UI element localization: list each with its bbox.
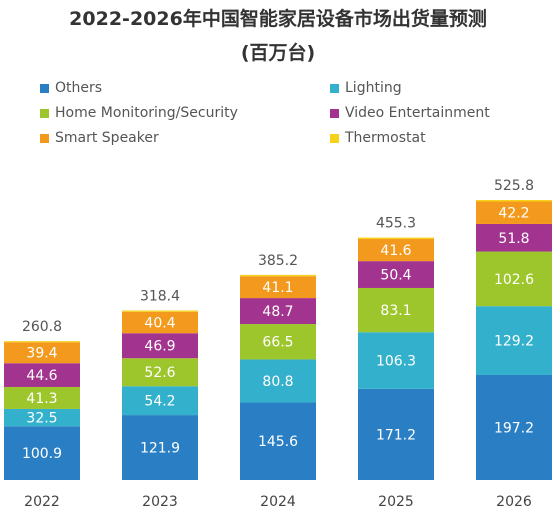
bar-segment: [358, 237, 434, 239]
bar-segment: [240, 402, 316, 480]
data-label: 66.5: [262, 335, 293, 351]
data-label: 106.3: [376, 354, 416, 370]
legend-label: Home Monitoring/Security: [55, 105, 238, 121]
legend-swatch: [330, 133, 339, 143]
legend-item: Home Monitoring/Security: [40, 105, 238, 121]
data-label: 41.3: [26, 391, 57, 407]
data-label: 102.6: [494, 272, 534, 288]
x-tick-label: 2022: [24, 494, 60, 510]
bar-segment: [476, 251, 552, 307]
x-tick-label: 2024: [260, 494, 296, 510]
data-label: 48.7: [262, 304, 293, 320]
bar-segment: [4, 386, 80, 409]
bar-segment: [240, 276, 316, 299]
bar-segment: [4, 408, 80, 427]
bar-segment: [358, 261, 434, 288]
data-label: 80.8: [262, 374, 293, 390]
data-label: 39.4: [26, 346, 57, 362]
bar-segment: [358, 287, 434, 333]
bar-segment: [122, 333, 198, 359]
total-label: 385.2: [258, 253, 298, 269]
chart-title: 2022-2026年中国智能家居设备市场出货量预测: [69, 8, 487, 30]
data-label: 54.2: [144, 394, 175, 410]
legend-swatch: [40, 108, 49, 118]
data-label: 83.1: [380, 303, 411, 319]
bar-segment: [476, 200, 552, 202]
legend-item: Video Entertainment: [330, 105, 490, 121]
data-label: 41.1: [262, 280, 293, 296]
legend-swatch: [40, 83, 49, 93]
data-label: 121.9: [140, 441, 180, 457]
legend-swatch: [330, 108, 339, 118]
data-label: 40.4: [144, 315, 175, 331]
bar-segment: [358, 332, 434, 389]
data-label: 197.2: [494, 420, 534, 436]
data-label: 51.8: [498, 231, 529, 247]
legend-label: Lighting: [345, 80, 402, 96]
bar-segment: [4, 426, 80, 480]
data-label: 129.2: [494, 334, 534, 350]
bar-segment: [4, 363, 80, 387]
bar-segment: [240, 274, 316, 277]
x-tick-label: 2026: [496, 494, 532, 510]
bar-segment: [122, 358, 198, 387]
data-label: 44.6: [26, 368, 57, 384]
bar-segment: [240, 359, 316, 403]
bar-segment: [476, 201, 552, 224]
legend-swatch: [40, 133, 49, 143]
bar-segment: [476, 306, 552, 375]
data-label: 32.5: [26, 411, 57, 427]
total-label: 525.8: [494, 178, 534, 194]
data-label: 50.4: [380, 268, 411, 284]
bar-segment: [358, 388, 434, 480]
bar-segment: [122, 415, 198, 480]
data-label: 52.6: [144, 365, 175, 381]
bar-segment: [240, 298, 316, 325]
bar-segment: [476, 374, 552, 480]
chart-subtitle: (百万台): [240, 42, 316, 64]
bar-segment: [122, 386, 198, 416]
bar-segment: [122, 310, 198, 312]
legend-item: Others: [40, 80, 102, 96]
bar-segment: [4, 342, 80, 364]
bar-segment: [122, 311, 198, 334]
bar-segment: [358, 238, 434, 262]
x-tick-label: 2025: [378, 494, 414, 510]
legend-item: Smart Speaker: [40, 130, 159, 146]
legend-label: Others: [55, 80, 103, 96]
bar-segment: [240, 324, 316, 360]
bar-segment: [4, 341, 80, 343]
legend-label: Smart Speaker: [55, 130, 159, 146]
bar-segment: [476, 223, 552, 252]
data-label: 145.6: [258, 434, 298, 450]
data-label: 171.2: [376, 427, 416, 443]
data-label: 42.2: [498, 206, 529, 222]
total-label: 455.3: [376, 216, 416, 232]
total-label: 318.4: [140, 288, 180, 304]
x-tick-label: 2023: [142, 494, 178, 510]
legend-swatch: [330, 83, 339, 93]
data-label: 46.9: [144, 339, 175, 355]
legend-item: Lighting: [330, 80, 402, 96]
data-label: 100.9: [22, 446, 62, 462]
legend-item: Thermostat: [330, 130, 426, 146]
legend-label: Thermostat: [345, 130, 426, 146]
data-label: 41.6: [380, 243, 411, 259]
total-label: 260.8: [22, 319, 62, 335]
legend-label: Video Entertainment: [345, 105, 490, 121]
